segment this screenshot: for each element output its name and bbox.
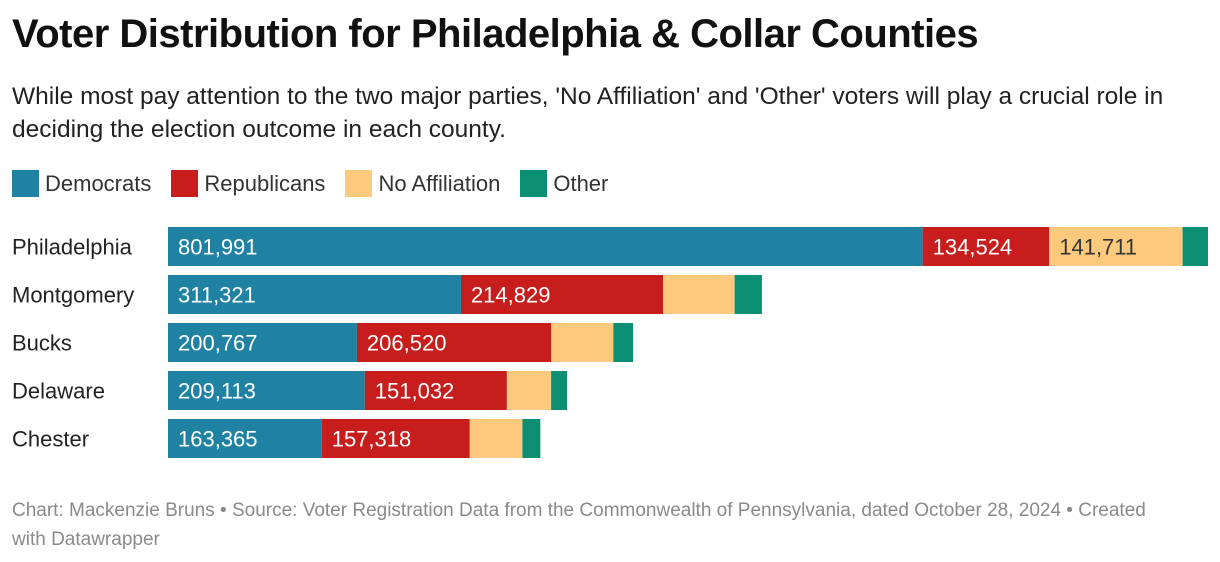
data-label-montgomery-democrats: 311,321	[178, 283, 256, 308]
bar-philadelphia-no-affiliation	[1049, 227, 1183, 266]
bar-montgomery-democrats	[168, 275, 461, 314]
bar-philadelphia-other	[1182, 227, 1208, 266]
bar-chester-other	[522, 419, 541, 458]
legend-swatch-no-affiliation	[345, 170, 373, 197]
bar-delaware-no-affiliation	[506, 371, 552, 410]
bar-chester-republicans	[321, 419, 470, 458]
data-label-chester-democrats: 163,365	[178, 427, 258, 452]
bar-philadelphia-republicans	[922, 227, 1050, 266]
bar-row-delaware: Delaware 209,113 151,032	[12, 371, 568, 410]
data-label-delaware-republicans: 151,032	[375, 379, 455, 404]
bar-bucks-no-affiliation	[551, 323, 614, 362]
category-label-philadelphia: Philadelphia	[12, 235, 133, 260]
legend-item-republicans: Republicans	[171, 170, 325, 197]
data-label-bucks-democrats: 200,767	[178, 331, 258, 356]
category-label-delaware: Delaware	[12, 379, 105, 404]
legend-label-other: Other	[553, 170, 609, 196]
bar-chester-democrats	[168, 419, 322, 458]
data-label-chester-republicans: 157,318	[332, 427, 412, 452]
bar-philadelphia-democrats	[168, 227, 923, 266]
bar-montgomery-republicans	[460, 275, 664, 314]
data-label-philadelphia-no-affiliation: 141,711	[1059, 235, 1137, 260]
bar-row-philadelphia: Philadelphia 801,991 134,524 141,711	[12, 227, 1208, 266]
legend-swatch-democrats	[12, 170, 39, 197]
bar-bucks-republicans	[356, 323, 552, 362]
bar-chester-no-affiliation	[469, 419, 523, 458]
bar-delaware-other	[551, 371, 568, 410]
data-label-delaware-democrats: 209,113	[178, 379, 256, 404]
category-label-chester: Chester	[12, 427, 89, 452]
stacked-bar-chart: Philadelphia 801,991 134,524 141,711 Montgom…	[12, 227, 1208, 458]
legend-item-democrats: Democrats	[12, 170, 151, 197]
category-label-bucks: Bucks	[12, 331, 72, 356]
bar-bucks-other	[613, 323, 634, 362]
bar-row-montgomery: Montgomery 311,321 214,829	[12, 275, 762, 314]
legend-item-other: Other	[520, 170, 608, 197]
bar-montgomery-no-affiliation	[663, 275, 735, 314]
chart-footer: Chart: Mackenzie Bruns • Source: Voter R…	[12, 500, 1146, 550]
legend-label-republicans: Republicans	[204, 170, 326, 196]
bar-row-bucks: Bucks 200,767 206,520	[12, 323, 634, 362]
bar-row-chester: Chester 163,365 157,318	[12, 419, 541, 458]
bar-delaware-republicans	[364, 371, 507, 410]
chart-title: Voter Distribution for Philadelphia & Co…	[12, 12, 979, 56]
legend-item-no-affiliation: No Affiliation	[345, 170, 500, 197]
data-label-philadelphia-democrats: 801,991	[178, 235, 258, 260]
legend-label-no-affiliation: No Affiliation	[378, 170, 501, 196]
legend-swatch-other	[520, 170, 548, 197]
legend-swatch-republicans	[171, 170, 199, 197]
bar-montgomery-other	[734, 275, 762, 314]
category-label-montgomery: Montgomery	[12, 283, 134, 308]
data-label-montgomery-republicans: 214,829	[471, 283, 551, 308]
chart-subtitle: While most pay attention to the two majo…	[12, 83, 1164, 143]
bar-bucks-democrats	[168, 323, 357, 362]
data-label-philadelphia-republicans: 134,524	[933, 235, 1013, 260]
legend-label-democrats: Democrats	[45, 170, 152, 196]
data-label-bucks-republicans: 206,520	[367, 331, 447, 356]
bar-delaware-democrats	[168, 371, 365, 410]
legend: Democrats Republicans No Affiliation Oth…	[12, 170, 628, 197]
